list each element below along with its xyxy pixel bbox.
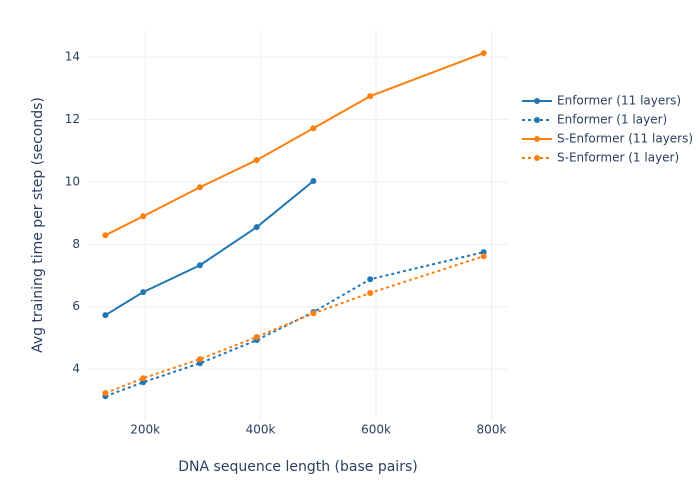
x-tick-label: 800k (477, 423, 507, 437)
data-point (310, 310, 317, 317)
y-tick-label: 14 (65, 50, 80, 64)
data-point (140, 375, 147, 382)
data-point (102, 390, 109, 397)
data-point (480, 253, 487, 260)
data-point (253, 224, 260, 231)
data-point (367, 290, 374, 297)
legend-marker (534, 98, 540, 104)
data-point (196, 356, 203, 363)
y-axis-title: Avg training time per step (seconds) (30, 97, 46, 353)
data-point (367, 93, 374, 100)
series-line (104, 255, 484, 395)
data-point (253, 157, 260, 164)
data-point (102, 312, 109, 319)
series-line (104, 52, 485, 237)
data-point (310, 125, 317, 132)
y-tick-label: 6 (72, 299, 80, 313)
data-point (196, 262, 203, 269)
data-point (196, 184, 203, 191)
y-tick-label: 4 (72, 362, 80, 376)
y-tick-label: 10 (65, 174, 80, 188)
x-axis-title: DNA sequence length (base pairs) (178, 459, 417, 475)
legend-marker (534, 155, 540, 161)
x-tick-label: 200k (130, 423, 160, 437)
data-point (310, 178, 317, 185)
data-point (253, 334, 260, 341)
legend-label: S-Enformer (1 layer) (557, 151, 679, 165)
data-point (140, 289, 147, 296)
y-tick-label: 8 (72, 237, 80, 251)
legend-marker (534, 117, 540, 123)
legend-label: Enformer (1 layer) (557, 113, 667, 127)
series-line (104, 180, 315, 317)
data-point (367, 276, 374, 283)
x-tick-label: 600k (361, 423, 391, 437)
x-tick-label: 400k (246, 423, 276, 437)
legend-label: Enformer (11 layers) (557, 94, 681, 108)
data-point (480, 50, 487, 57)
y-tick-label: 12 (65, 112, 80, 126)
legend-label: S-Enformer (11 layers) (557, 132, 693, 146)
legend-marker (534, 136, 540, 142)
data-point (140, 213, 147, 220)
data-point (102, 232, 109, 239)
